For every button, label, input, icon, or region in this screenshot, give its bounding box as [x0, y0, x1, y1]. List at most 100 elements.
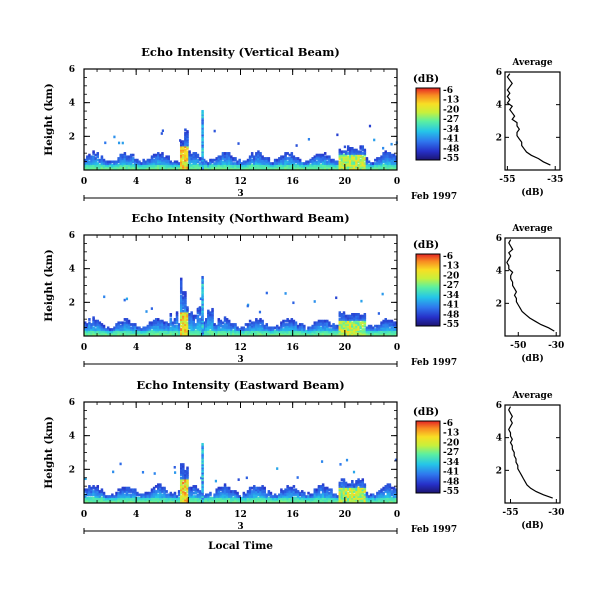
heatmap-cell: [376, 165, 379, 169]
heatmap-cell: [138, 328, 141, 331]
heatmap-cell: [201, 453, 204, 456]
heatmap-cell: [353, 148, 356, 152]
heatmap-cell: [179, 284, 183, 288]
heatmap-cell: [152, 496, 156, 500]
heatmap-cell: [361, 321, 365, 325]
heatmap-cell: [332, 498, 335, 502]
heatmap-cell: [303, 498, 306, 502]
heatmap-cell: [169, 162, 173, 165]
heatmap-cell: [215, 331, 218, 335]
heatmap-cell: [117, 158, 120, 162]
heatmap-cell: [388, 157, 392, 160]
heatmap-cell: [248, 162, 252, 165]
heatmap-cell: [159, 495, 162, 498]
heatmap-cell: [267, 165, 271, 169]
heatmap-cell: [351, 323, 354, 326]
heatmap-cell: [355, 152, 358, 155]
x-tick-label: 8: [185, 177, 191, 187]
heatmap-cell: [106, 495, 110, 498]
heatmap-cell: [259, 329, 262, 333]
heatmap-cell: [177, 333, 181, 336]
x-tick-label: 16: [286, 177, 299, 187]
heatmap-cell: [267, 500, 271, 503]
heatmap-cell: [127, 333, 131, 336]
heatmap-cell: [86, 488, 89, 492]
heatmap-cell: [232, 491, 235, 495]
heatmap-cell: [186, 141, 189, 145]
heatmap-cell: [259, 155, 262, 159]
heatmap-cell: [255, 324, 258, 328]
heatmap-cell: [284, 167, 287, 170]
heatmap-cell: [169, 160, 173, 164]
heatmap-cell: [142, 162, 145, 165]
heatmap-cell: [338, 150, 342, 154]
heatmap-cell: [275, 163, 279, 167]
heatmap-cell: [371, 326, 375, 330]
heatmap-cell: [179, 306, 183, 310]
heatmap-cell: [90, 491, 93, 495]
heatmap-cell: [148, 491, 152, 495]
heatmap-cell: [392, 491, 396, 495]
heatmap-cell: [386, 490, 390, 493]
heatmap-cell: [242, 496, 246, 500]
heatmap-cell: [115, 163, 118, 167]
heatmap-cell: [123, 167, 127, 170]
heatmap-cell: [179, 498, 183, 502]
heatmap-cell: [248, 163, 252, 167]
heatmap-cell: [186, 318, 189, 321]
heatmap-cell: [217, 486, 221, 490]
heatmap-cell: [227, 323, 231, 326]
heatmap-cell: [117, 324, 120, 328]
heatmap-cell: [175, 329, 179, 333]
heatmap-cell: [131, 491, 135, 495]
heatmap-cell: [284, 498, 287, 502]
heatmap-cell: [359, 145, 362, 149]
heatmap-cell: [194, 167, 198, 170]
heatmap-cell: [221, 324, 225, 328]
heatmap-cell: [351, 491, 354, 495]
heatmap-cell: [232, 490, 235, 493]
heatmap-cell: [336, 333, 339, 336]
heatmap-cell: [349, 158, 352, 162]
heatmap-cell: [86, 333, 89, 336]
heatmap-cell: [286, 498, 289, 502]
heatmap-cell: [179, 483, 183, 487]
heatmap-cell: [161, 323, 164, 326]
heatmap-cell: [146, 160, 150, 164]
heatmap-cell: [184, 321, 187, 325]
heatmap-cell: [353, 163, 356, 167]
heatmap-cell: [261, 155, 264, 159]
heatmap-cell: [142, 165, 145, 169]
heatmap-cell: [382, 493, 385, 497]
heatmap-cell: [267, 333, 271, 336]
heatmap-cell: [159, 490, 162, 493]
heatmap-cell: [90, 165, 93, 169]
heatmap-cell: [282, 155, 285, 159]
heatmap-cell: [154, 319, 158, 323]
heatmap-cell: [201, 311, 204, 315]
heatmap-cell: [357, 319, 360, 323]
heatmap-cell: [154, 321, 158, 325]
heatmap-cell: [196, 316, 200, 320]
heatmap-cell: [267, 326, 271, 330]
heatmap-cell: [273, 333, 277, 336]
heatmap-cell: [219, 500, 223, 503]
heatmap-cell: [367, 495, 371, 498]
heatmap-cell: [353, 153, 356, 157]
heatmap-cell: [342, 483, 346, 487]
heatmap-cell: [86, 331, 89, 335]
heatmap-cell: [342, 328, 346, 331]
heatmap-cell: [334, 331, 337, 335]
heatmap-cell: [223, 155, 227, 159]
heatmap-cell: [230, 495, 233, 498]
heatmap-cell: [363, 483, 367, 487]
heatmap-cell: [286, 486, 289, 490]
heatmap-cell: [284, 160, 287, 164]
heatmap-cell: [215, 491, 218, 495]
heatmap-cell: [301, 333, 304, 336]
heatmap-cell: [219, 331, 223, 335]
heatmap-cell: [121, 324, 125, 328]
heatmap-cell: [357, 333, 360, 336]
y-axis-label: Height (km): [43, 249, 55, 321]
heatmap-cell: [286, 319, 289, 323]
